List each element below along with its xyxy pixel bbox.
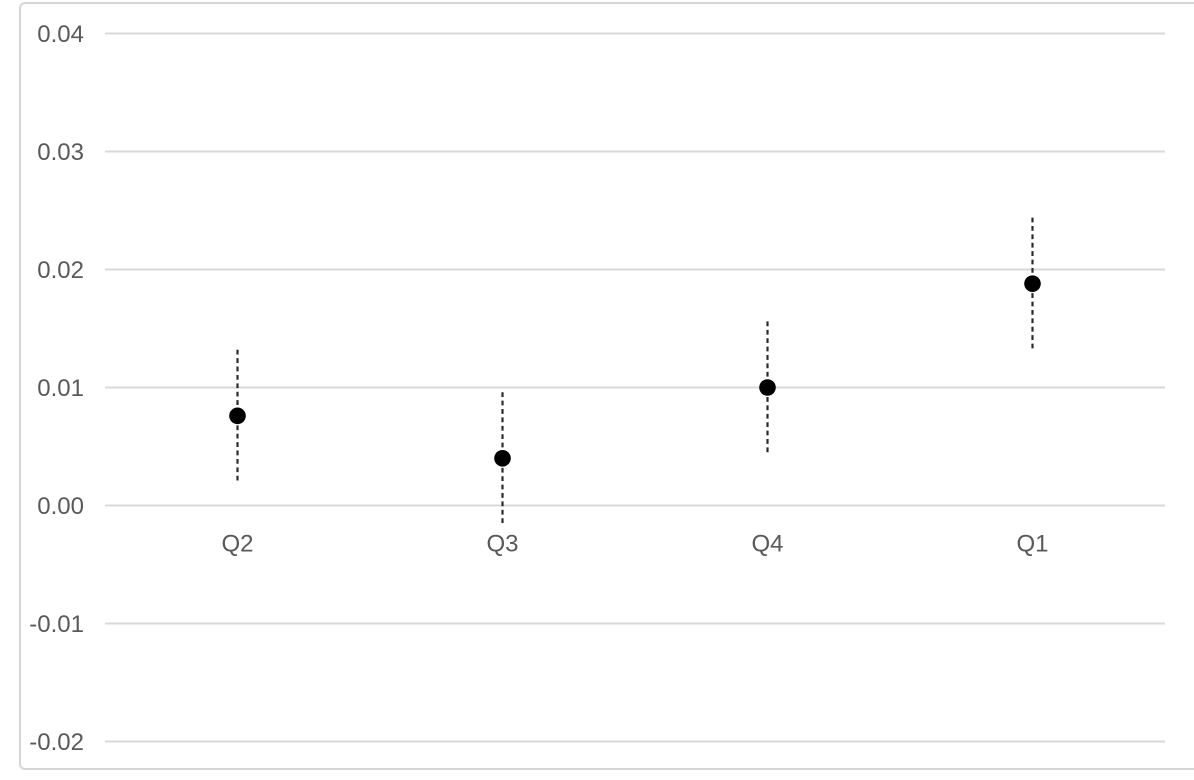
y-tick-label: 0.02 [37,257,84,284]
x-category-label: Q4 [751,531,783,558]
y-tick-label: 0.01 [37,375,84,402]
y-tick-label: -0.02 [29,729,84,756]
x-category-label: Q1 [1016,531,1048,558]
y-tick-label: -0.01 [29,611,84,638]
chart-border-card [19,2,1194,770]
data-point [759,379,776,396]
y-tick-label: 0.00 [37,493,84,520]
y-tick-label: 0.04 [37,21,84,48]
data-point [494,450,511,467]
data-point [1024,275,1041,292]
x-category-label: Q2 [221,531,253,558]
y-tick-label: 0.03 [37,139,84,166]
x-category-label: Q3 [486,531,518,558]
data-point [229,407,246,425]
